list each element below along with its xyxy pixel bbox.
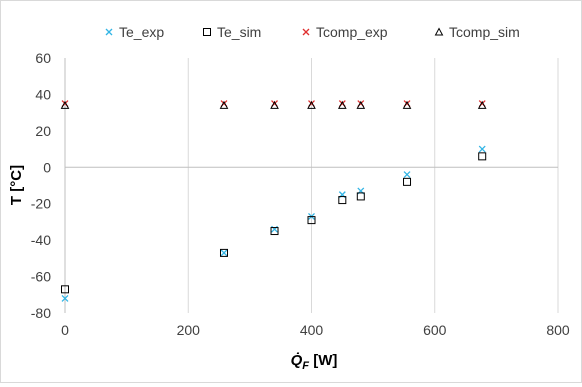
point-te-exp — [478, 145, 486, 153]
point-tcomp-sim — [402, 100, 412, 109]
x-axis-label: Q̇F [W] — [291, 352, 338, 372]
point-te-sim — [403, 177, 412, 186]
point-te-exp — [403, 171, 411, 179]
y-axis-label: T [°C] — [8, 165, 25, 205]
x-tick-label: 0 — [61, 322, 69, 338]
legend-label-te-sim: Te_sim — [217, 24, 261, 40]
x-axis-label-subscript: F — [302, 360, 309, 372]
point-te-sim — [338, 196, 347, 205]
point-te-sim — [478, 152, 487, 161]
data-marks — [60, 100, 487, 302]
axes — [64, 58, 558, 313]
point-te-exp — [220, 249, 228, 257]
x-axis-label-symbol: Q̇ — [291, 352, 303, 369]
x-axis-label-unit: [W] — [309, 352, 337, 369]
legend-label-te-exp: Te_exp — [119, 24, 164, 40]
point-tcomp-sim — [337, 100, 347, 109]
legend-label-tcomp-sim: Tcomp_sim — [449, 24, 520, 40]
legend-item-tcomp-exp: Tcomp_exp — [302, 24, 388, 40]
point-te-sim — [356, 192, 365, 201]
point-tcomp-sim — [60, 100, 70, 109]
legend-label-tcomp-exp: Tcomp_exp — [316, 24, 388, 40]
point-te-sim — [270, 227, 279, 236]
legend-marker-tcomp-exp — [302, 28, 310, 36]
y-tick-label: 20 — [35, 123, 51, 139]
point-tcomp-sim — [270, 100, 279, 109]
legend-marker-te-sim — [203, 28, 211, 36]
y-tick-label: -20 — [31, 196, 51, 212]
y-tick-label: 0 — [43, 159, 51, 175]
point-te-sim — [219, 248, 228, 257]
point-tcomp-sim — [477, 100, 487, 109]
point-te-exp — [61, 294, 69, 302]
y-tick-label: -80 — [31, 305, 51, 321]
grid-lines — [187, 58, 559, 313]
legend-item-te-exp: Te_exp — [105, 24, 164, 40]
legend-marker-tcomp-sim — [434, 27, 444, 36]
x-tick-label: 400 — [300, 322, 324, 338]
legend-item-te-sim: Te_sim — [203, 24, 261, 40]
legend-marker-te-exp — [105, 28, 113, 36]
y-tick-label: -40 — [31, 232, 51, 248]
point-tcomp-sim — [307, 100, 316, 109]
legend-item-tcomp-sim: Tcomp_sim — [434, 24, 520, 40]
legend: Te_exp Te_sim Tcomp_exp Tcomp_sim — [105, 24, 520, 40]
point-tcomp-sim — [356, 100, 366, 109]
x-tick-label: 600 — [423, 322, 447, 338]
y-tick-label: 40 — [35, 86, 51, 102]
y-tick-label: 60 — [35, 50, 51, 66]
point-te-sim — [307, 216, 316, 225]
x-tick-label: 200 — [177, 322, 201, 338]
point-te-sim — [61, 285, 69, 294]
y-tick-label: -60 — [31, 269, 51, 285]
x-tick-label: 800 — [546, 322, 570, 338]
point-tcomp-sim — [219, 100, 229, 109]
